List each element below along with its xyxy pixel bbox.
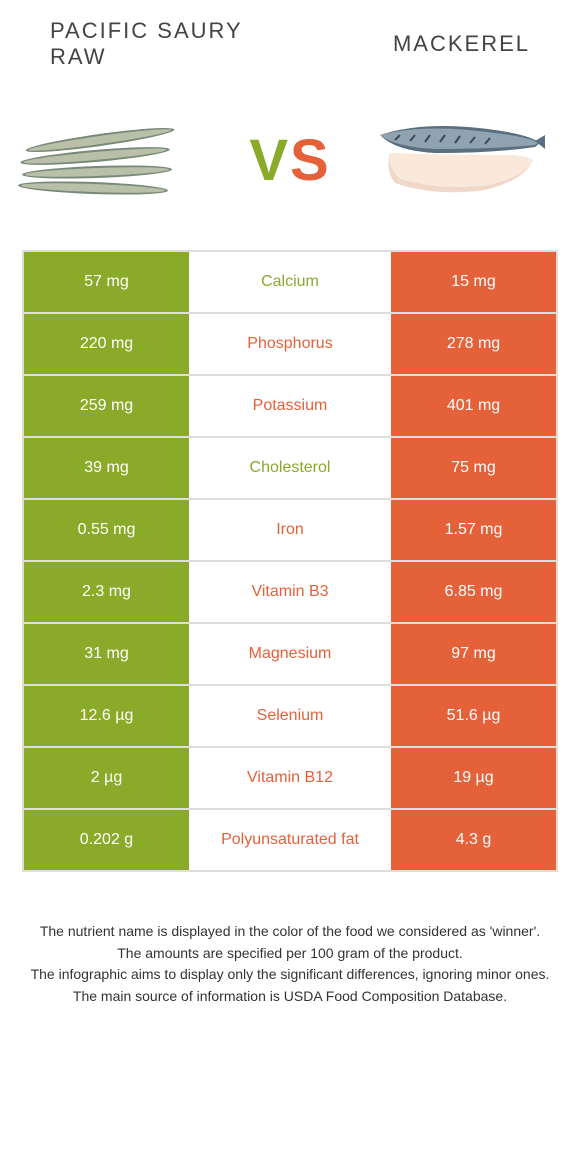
left-value-cell: 0.55 mg [24, 500, 189, 560]
saury-fish-icon [15, 110, 185, 210]
nutrient-label-cell: Vitamin B3 [189, 562, 391, 622]
vs-s: S [290, 128, 331, 193]
right-value-cell: 19 µg [391, 748, 556, 808]
right-value-cell: 4.3 g [391, 810, 556, 870]
nutrient-label-cell: Iron [189, 500, 391, 560]
nutrient-label-cell: Polyunsaturated fat [189, 810, 391, 870]
footnote-line: The infographic aims to display only the… [30, 965, 550, 985]
left-value-cell: 12.6 µg [24, 686, 189, 746]
table-row: 39 mgCholesterol75 mg [24, 438, 556, 500]
table-row: 259 mgPotassium401 mg [24, 376, 556, 438]
table-row: 31 mgMagnesium97 mg [24, 624, 556, 686]
right-value-cell: 15 mg [391, 252, 556, 312]
mackerel-fish-icon [375, 105, 545, 215]
nutrient-label-cell: Phosphorus [189, 314, 391, 374]
right-value-cell: 1.57 mg [391, 500, 556, 560]
table-row: 0.55 mgIron1.57 mg [24, 500, 556, 562]
footnote-line: The nutrient name is displayed in the co… [30, 922, 550, 942]
right-food-image [370, 100, 550, 220]
left-value-cell: 259 mg [24, 376, 189, 436]
nutrient-label-cell: Cholesterol [189, 438, 391, 498]
left-value-cell: 31 mg [24, 624, 189, 684]
table-row: 12.6 µgSelenium51.6 µg [24, 686, 556, 748]
table-row: 220 mgPhosphorus278 mg [24, 314, 556, 376]
left-value-cell: 220 mg [24, 314, 189, 374]
vs-v: V [249, 128, 290, 193]
table-row: 2.3 mgVitamin B36.85 mg [24, 562, 556, 624]
nutrient-label-cell: Potassium [189, 376, 391, 436]
nutrient-label-cell: Calcium [189, 252, 391, 312]
left-food-title: Pacific saury raw [50, 18, 266, 70]
header: Pacific saury raw Mackerel [0, 0, 580, 80]
left-value-cell: 0.202 g [24, 810, 189, 870]
left-value-cell: 57 mg [24, 252, 189, 312]
right-value-cell: 6.85 mg [391, 562, 556, 622]
footnotes: The nutrient name is displayed in the co… [0, 872, 580, 1006]
nutrient-label-cell: Magnesium [189, 624, 391, 684]
nutrient-table: 57 mgCalcium15 mg220 mgPhosphorus278 mg2… [22, 250, 558, 872]
left-food-image [10, 100, 190, 220]
right-value-cell: 97 mg [391, 624, 556, 684]
right-food-title: Mackerel [314, 31, 530, 57]
left-value-cell: 2 µg [24, 748, 189, 808]
right-value-cell: 401 mg [391, 376, 556, 436]
left-value-cell: 39 mg [24, 438, 189, 498]
footnote-line: The main source of information is USDA F… [30, 987, 550, 1007]
right-value-cell: 75 mg [391, 438, 556, 498]
vs-label: VS [249, 127, 330, 194]
nutrient-label-cell: Selenium [189, 686, 391, 746]
nutrient-label-cell: Vitamin B12 [189, 748, 391, 808]
footnote-line: The amounts are specified per 100 gram o… [30, 944, 550, 964]
table-row: 57 mgCalcium15 mg [24, 252, 556, 314]
table-row: 2 µgVitamin B1219 µg [24, 748, 556, 810]
images-row: VS [0, 80, 580, 250]
table-row: 0.202 gPolyunsaturated fat4.3 g [24, 810, 556, 872]
right-value-cell: 51.6 µg [391, 686, 556, 746]
right-value-cell: 278 mg [391, 314, 556, 374]
left-value-cell: 2.3 mg [24, 562, 189, 622]
